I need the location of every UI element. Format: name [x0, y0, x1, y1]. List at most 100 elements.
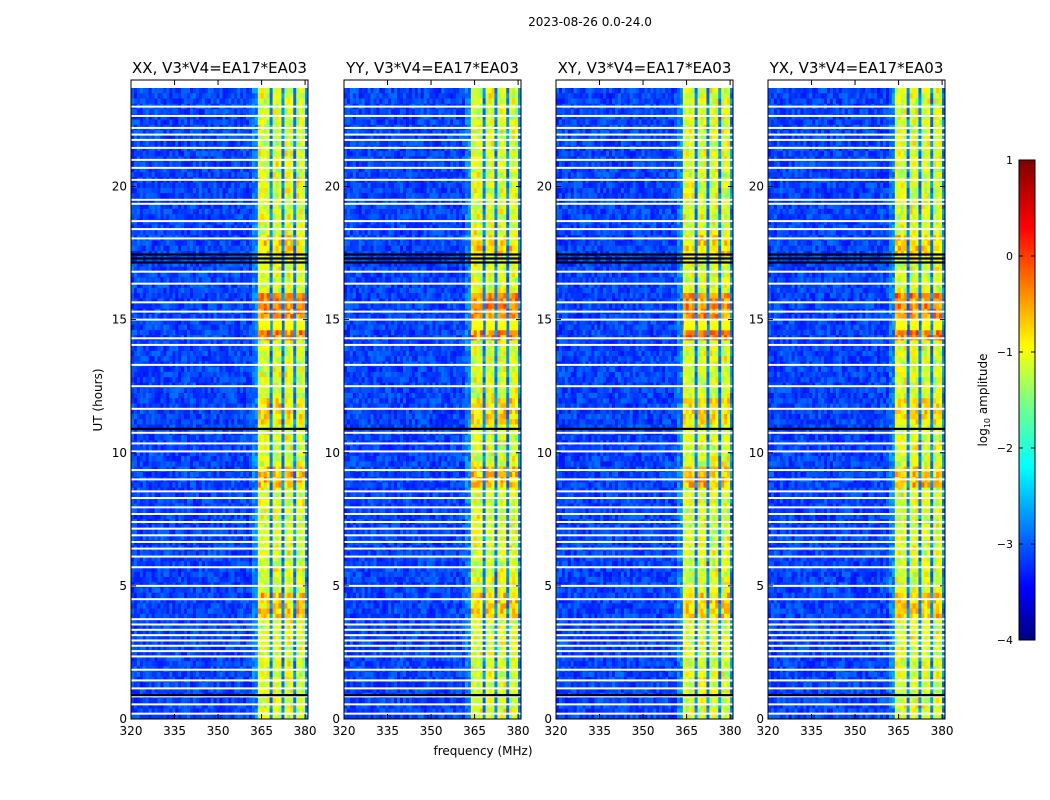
heatmap-cell [157, 298, 161, 304]
heatmap-cell [172, 293, 176, 299]
heatmap-cell [257, 119, 262, 126]
heatmap-cell [249, 135, 253, 141]
heatmap-cell [216, 314, 220, 320]
heatmap-cell [154, 461, 158, 467]
heatmap-cell [139, 503, 144, 510]
heatmap-cell [228, 350, 232, 357]
heatmap-cell [157, 214, 161, 220]
heatmap-cell [272, 172, 276, 178]
heatmap-cell [172, 503, 176, 510]
heatmap-cell [213, 245, 217, 252]
heatmap-cell [284, 345, 288, 352]
heatmap-cell [172, 98, 176, 105]
heatmap-cell [131, 371, 135, 378]
heatmap-cell [269, 293, 273, 299]
heatmap-cell [169, 277, 173, 283]
heatmap-cell [184, 135, 188, 141]
heatmap-cell [216, 403, 220, 410]
heatmap-cell [169, 245, 173, 252]
heatmap-cell [204, 498, 209, 504]
heatmap-cell [172, 298, 176, 304]
heatmap-cell [222, 240, 226, 247]
heatmap-cell [178, 456, 182, 462]
heatmap-cell [145, 414, 150, 420]
heatmap-cell [240, 187, 244, 194]
heatmap-cell [145, 208, 150, 215]
heatmap-cell [139, 524, 144, 531]
heatmap-cell [234, 109, 238, 115]
heatmap-cell [213, 119, 217, 126]
heatmap-cell [219, 303, 223, 310]
heatmap-cell [201, 435, 206, 441]
heatmap-cell [187, 419, 191, 425]
heatmap-cell [240, 193, 244, 199]
heatmap-cell [169, 198, 173, 205]
heatmap-cell [263, 198, 268, 205]
heatmap-cell [284, 366, 288, 373]
heatmap-cell [225, 424, 229, 431]
heatmap-cell [157, 371, 161, 378]
heatmap-cell [269, 498, 273, 504]
heatmap-cell [145, 219, 150, 226]
heatmap-cell [219, 492, 223, 499]
heatmap-cell [287, 350, 291, 357]
heatmap-cell [287, 450, 291, 457]
heatmap-cell [145, 166, 150, 173]
heatmap-cell [157, 471, 161, 478]
heatmap-cell [284, 261, 288, 268]
heatmap-cell [207, 198, 212, 205]
heatmap-cell [136, 109, 141, 115]
heatmap-cell [136, 293, 141, 299]
heatmap-cell [254, 261, 259, 268]
heatmap-cell [163, 350, 167, 357]
heatmap-cell [222, 98, 226, 105]
heatmap-cell [219, 261, 223, 268]
heatmap-cell [166, 319, 170, 326]
heatmap-cell [175, 461, 179, 467]
heatmap-cell [139, 414, 144, 420]
heatmap-cell [263, 345, 268, 352]
heatmap-cell [136, 261, 141, 268]
heatmap-cell [198, 387, 203, 394]
heatmap-cell [263, 450, 268, 457]
heatmap-cell [190, 203, 194, 210]
heatmap-cell [246, 403, 250, 410]
heatmap-cell [219, 345, 223, 352]
heatmap-cell [172, 329, 176, 336]
heatmap-cell [151, 408, 155, 415]
heatmap-cell [157, 198, 161, 205]
heatmap-cell [302, 461, 306, 467]
heatmap-cell [260, 272, 265, 278]
heatmap-cell [293, 387, 297, 394]
heatmap-cell [213, 319, 217, 326]
heatmap-cell [281, 314, 285, 320]
heatmap-cell [204, 109, 209, 115]
heatmap-cell [157, 203, 161, 210]
heatmap-cell [131, 240, 135, 247]
heatmap-cell [169, 498, 173, 504]
heatmap-cell [210, 513, 214, 520]
heatmap-cell [169, 377, 173, 383]
heatmap-cell [213, 166, 217, 173]
heatmap-cell [213, 229, 217, 236]
heatmap-cell [157, 419, 161, 425]
heatmap-cell [290, 298, 294, 304]
heatmap-cell [131, 298, 135, 304]
heatmap-cell [296, 371, 300, 378]
heatmap-cell [293, 356, 297, 362]
heatmap-cell [263, 282, 268, 289]
heatmap-cell [243, 398, 247, 404]
heatmap-cell [131, 193, 135, 199]
heatmap-cell [284, 508, 288, 515]
heatmap-cell [213, 203, 217, 210]
heatmap-cell [228, 287, 232, 294]
heatmap-cell [190, 324, 194, 331]
heatmap-cell [139, 161, 144, 168]
heatmap-cell [305, 356, 309, 362]
heatmap-cell [278, 166, 282, 173]
heatmap-cell [278, 403, 282, 410]
heatmap-cell [263, 266, 268, 273]
heatmap-cell [169, 435, 173, 441]
heatmap-cell [154, 503, 158, 510]
heatmap-cell [213, 424, 217, 431]
